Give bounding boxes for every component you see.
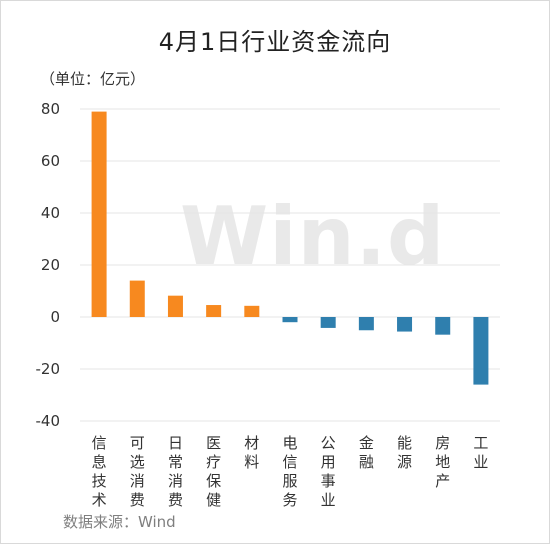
category-label: 工业 [473, 434, 488, 471]
bar [397, 317, 413, 332]
bars [91, 111, 489, 385]
y-tick-label: 60 [41, 152, 60, 170]
unit-label: （单位：亿元） [40, 70, 146, 88]
chart-title: 4月1日行业资金流向 [158, 28, 392, 56]
watermark: Win.d [180, 190, 446, 283]
bar [167, 295, 183, 317]
category-label: 能源 [397, 434, 412, 471]
category-label: 电信服务 [282, 434, 297, 509]
bar [91, 111, 107, 317]
y-axis-ticks: 80 60 40 20 0 -20 -40 [36, 100, 61, 430]
bar [206, 305, 222, 317]
category-label: 金融 [359, 434, 374, 471]
bar [282, 317, 298, 323]
category-label: 日常消费 [168, 434, 183, 509]
bar [473, 317, 489, 385]
gridlines [80, 108, 500, 422]
bar [244, 305, 260, 317]
bar [435, 317, 451, 335]
y-tick-label: -20 [36, 360, 61, 378]
y-tick-label: 40 [41, 204, 60, 222]
category-label: 信息技术 [92, 434, 107, 509]
bar [129, 280, 145, 317]
bar [358, 317, 374, 331]
category-label: 房地产 [435, 434, 450, 490]
category-label: 公用事业 [321, 434, 336, 509]
y-tick-label: 20 [41, 256, 60, 274]
category-label: 可选消费 [130, 434, 145, 509]
category-label: 医疗保健 [206, 434, 221, 509]
bar [320, 317, 336, 328]
y-tick-label: 80 [41, 100, 60, 118]
y-tick-label: 0 [50, 308, 60, 326]
y-tick-label: -40 [36, 412, 61, 430]
source-note: 数据来源：Wind [63, 513, 176, 531]
category-label: 材料 [244, 434, 259, 471]
